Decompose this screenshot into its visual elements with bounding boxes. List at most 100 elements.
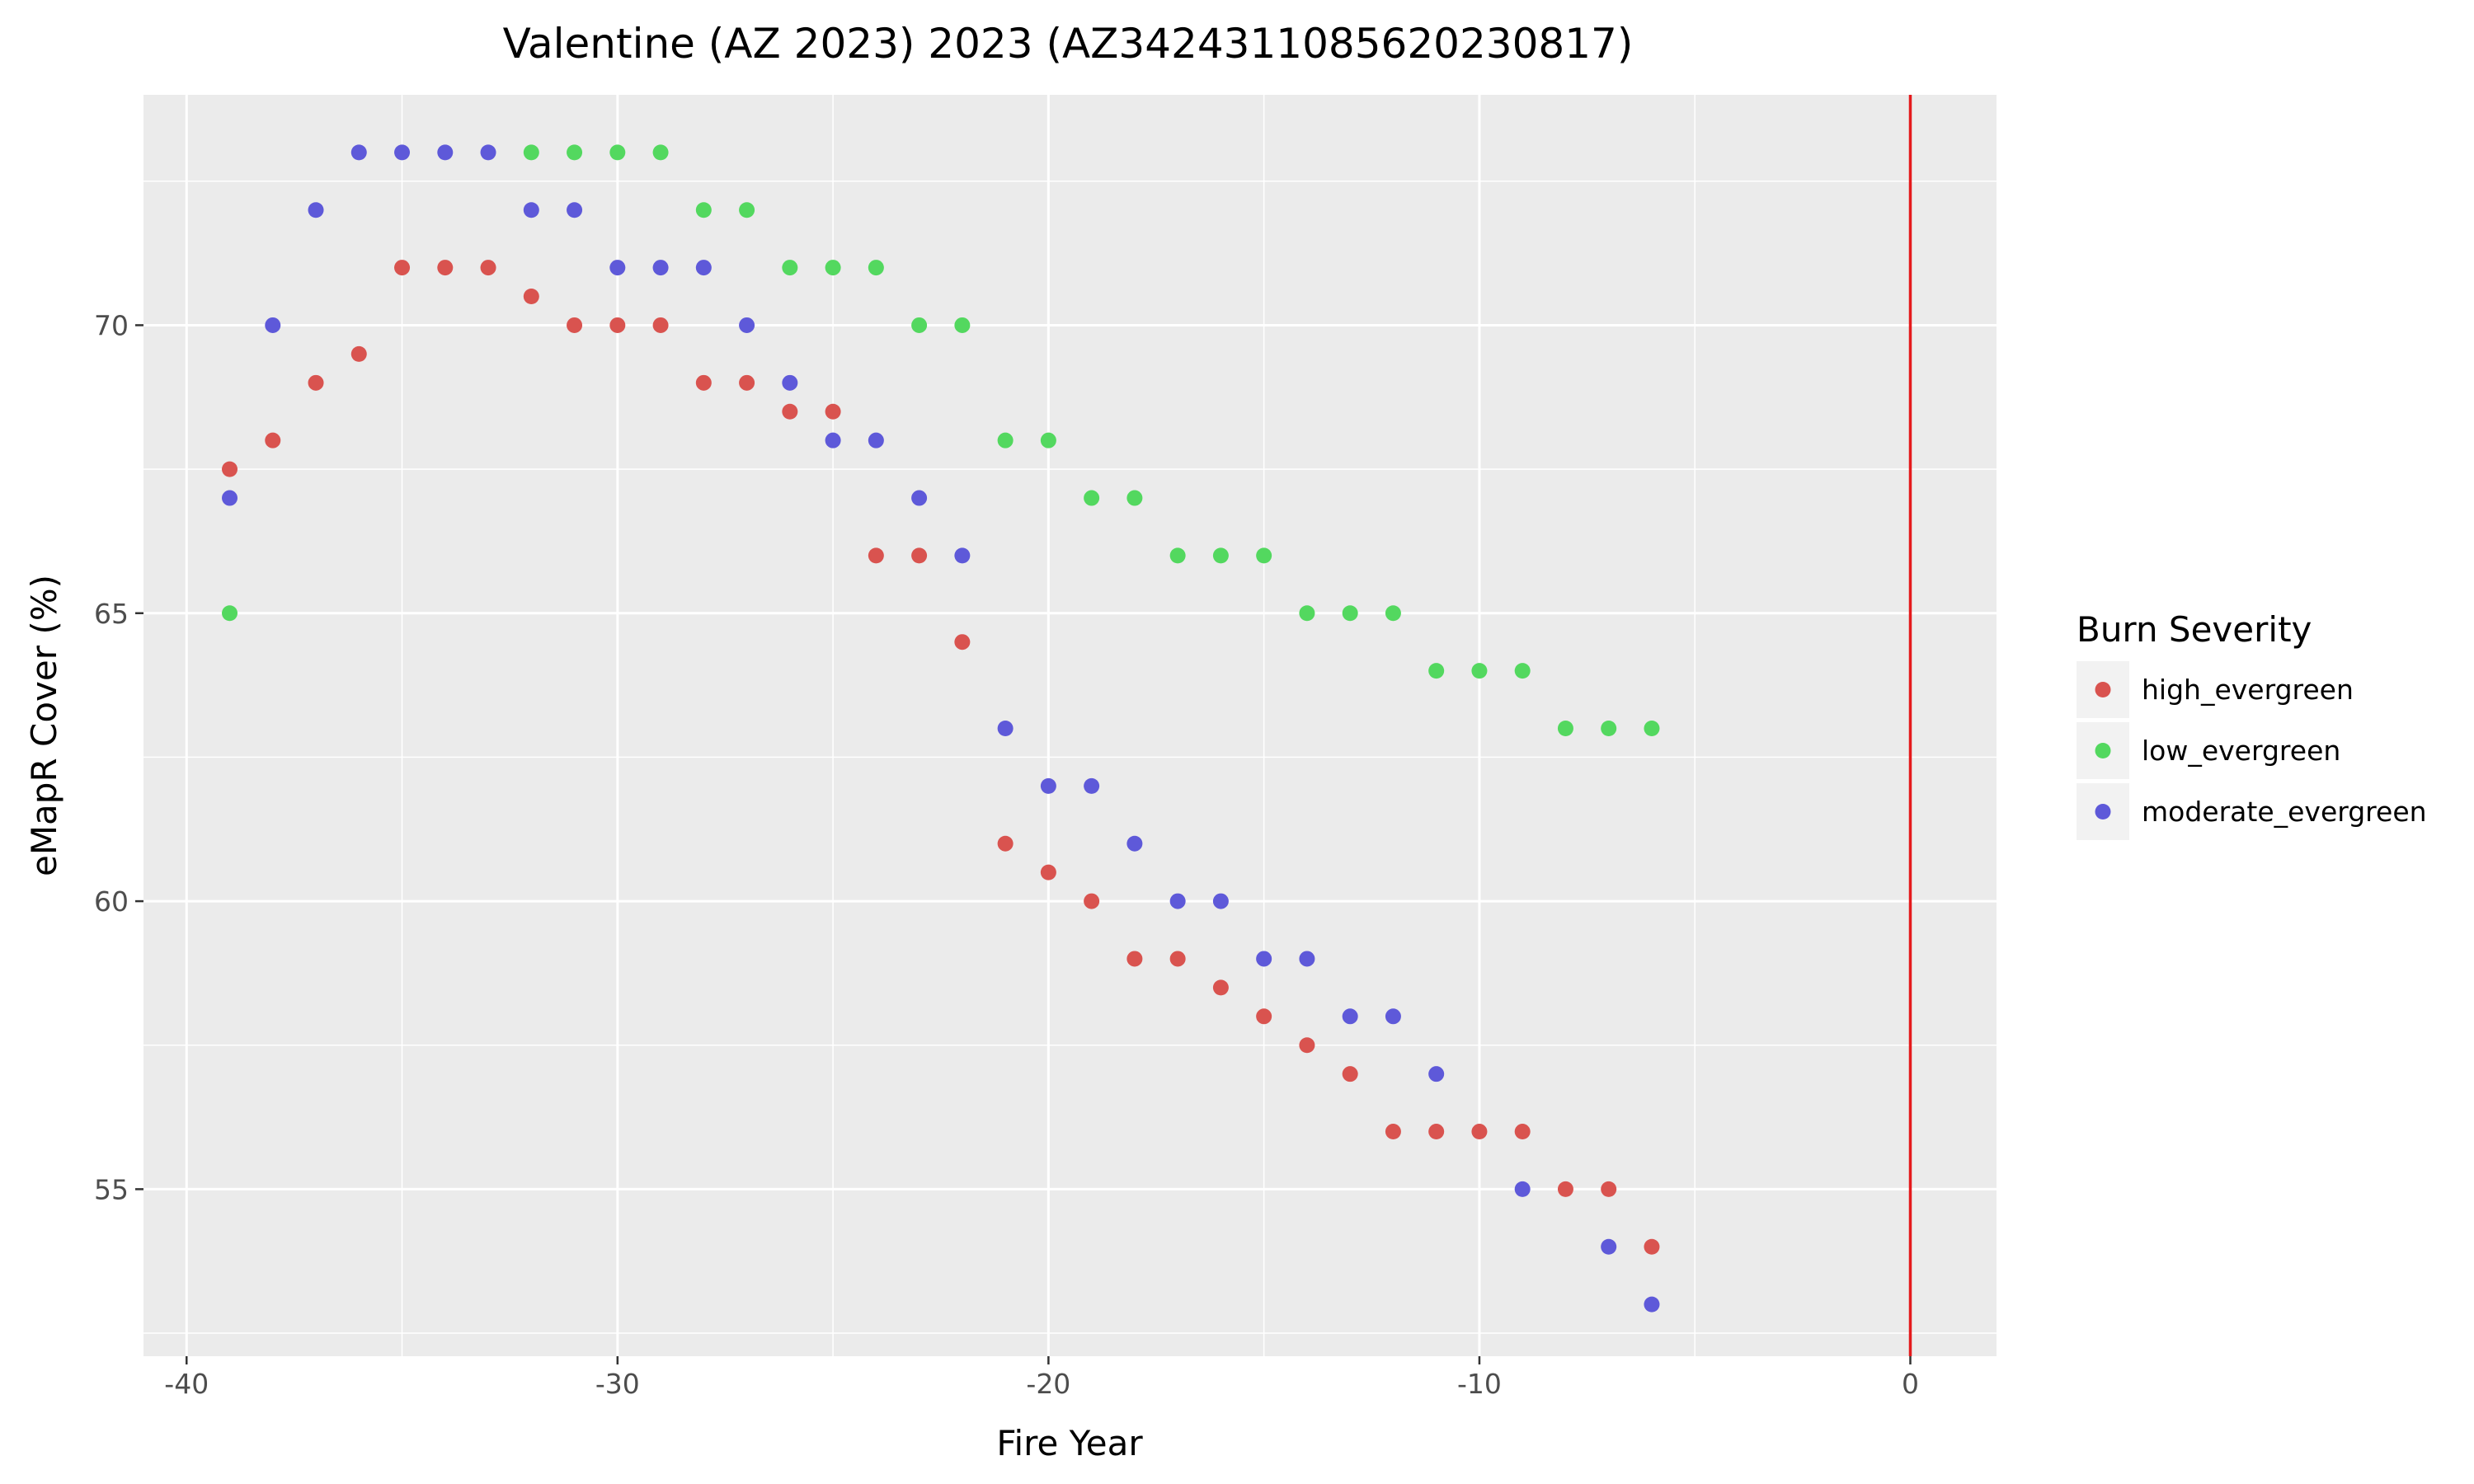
data-points (222, 144, 1660, 1313)
data-point (954, 547, 971, 564)
data-point (523, 144, 539, 161)
y-tick-label: 70 (94, 309, 129, 341)
data-point (567, 144, 583, 161)
data-point (1514, 1181, 1531, 1197)
x-tick-label: -40 (164, 1368, 209, 1400)
data-point (222, 461, 238, 477)
data-point (567, 202, 583, 218)
data-point (997, 432, 1014, 448)
legend-title: Burn Severity (2077, 609, 2312, 650)
data-point (222, 605, 238, 622)
data-point (1299, 1037, 1315, 1054)
data-point (825, 260, 841, 276)
y-axis-title: eMapR Cover (%) (24, 575, 64, 876)
data-point (480, 260, 496, 276)
data-point (1084, 490, 1100, 506)
y-tick-label: 55 (94, 1173, 129, 1205)
data-point (350, 144, 367, 161)
data-point (1428, 663, 1445, 679)
data-point (1299, 951, 1315, 967)
data-point (868, 260, 884, 276)
data-point (1557, 1181, 1573, 1197)
data-point (265, 432, 281, 448)
data-point (1126, 490, 1143, 506)
data-point (1385, 605, 1401, 622)
data-point (868, 547, 884, 564)
data-point (1342, 1066, 1358, 1082)
legend: Burn Severity high_evergreen low_evergree… (2077, 609, 2427, 840)
data-point (523, 202, 539, 218)
gridlines (143, 95, 1997, 1356)
x-tick-label: -20 (1026, 1368, 1070, 1400)
data-point (1428, 1066, 1445, 1082)
data-point (782, 374, 798, 391)
legend-marker (2095, 682, 2111, 697)
data-point (1256, 951, 1272, 967)
data-point (825, 403, 841, 420)
data-point (739, 317, 755, 333)
data-point (782, 260, 798, 276)
x-tick-label: 0 (1902, 1368, 1919, 1400)
data-point (480, 144, 496, 161)
data-point (1471, 1124, 1488, 1140)
data-point (1169, 893, 1186, 909)
data-point (1385, 1124, 1401, 1140)
data-point (437, 144, 454, 161)
data-point (1126, 835, 1143, 852)
legend-marker (2095, 804, 2111, 819)
data-point (1644, 720, 1660, 736)
data-point (1256, 1008, 1272, 1025)
data-point (523, 289, 539, 305)
data-point (1601, 1238, 1617, 1255)
legend-marker (2095, 743, 2111, 758)
x-tick-label: -30 (595, 1368, 640, 1400)
data-point (394, 144, 411, 161)
data-point (652, 317, 669, 333)
legend-label: moderate_evergreen (2142, 796, 2427, 828)
data-point (1471, 663, 1488, 679)
data-point (652, 144, 669, 161)
y-tick-label: 60 (94, 885, 129, 918)
x-axis-title: Fire Year (996, 1423, 1143, 1463)
data-point (911, 490, 928, 506)
data-point (1169, 547, 1186, 564)
data-point (1040, 864, 1056, 881)
data-point (1084, 777, 1100, 794)
data-point (782, 403, 798, 420)
data-point (954, 634, 971, 650)
chart-title: Valentine (AZ 2023) 2023 (AZ342431108562… (503, 20, 1634, 68)
data-point (1601, 1181, 1617, 1197)
data-point (1126, 951, 1143, 967)
data-point (1169, 951, 1186, 967)
data-point (609, 144, 626, 161)
data-point (695, 202, 712, 218)
data-point (1514, 1124, 1531, 1140)
data-point (954, 317, 971, 333)
data-point (394, 260, 411, 276)
data-point (1514, 663, 1531, 679)
data-point (1342, 605, 1358, 622)
data-point (997, 720, 1014, 736)
data-point (308, 374, 324, 391)
legend-items: high_evergreen low_evergreen moderate_ever… (2077, 661, 2427, 840)
data-point (1212, 893, 1229, 909)
data-point (739, 374, 755, 391)
legend-label: low_evergreen (2142, 735, 2340, 767)
data-point (222, 490, 238, 506)
legend-label: high_evergreen (2142, 674, 2354, 706)
data-point (1557, 720, 1573, 736)
data-point (997, 835, 1014, 852)
data-point (695, 374, 712, 391)
data-point (609, 260, 626, 276)
data-point (437, 260, 454, 276)
x-axis: -40 -30 -20 -10 0 (164, 1356, 1919, 1400)
data-point (1601, 720, 1617, 736)
data-point (567, 317, 583, 333)
data-point (868, 432, 884, 448)
data-point (1212, 547, 1229, 564)
data-point (609, 317, 626, 333)
data-point (1084, 893, 1100, 909)
plot-panel (143, 95, 1997, 1356)
x-tick-label: -10 (1457, 1368, 1502, 1400)
data-point (825, 432, 841, 448)
